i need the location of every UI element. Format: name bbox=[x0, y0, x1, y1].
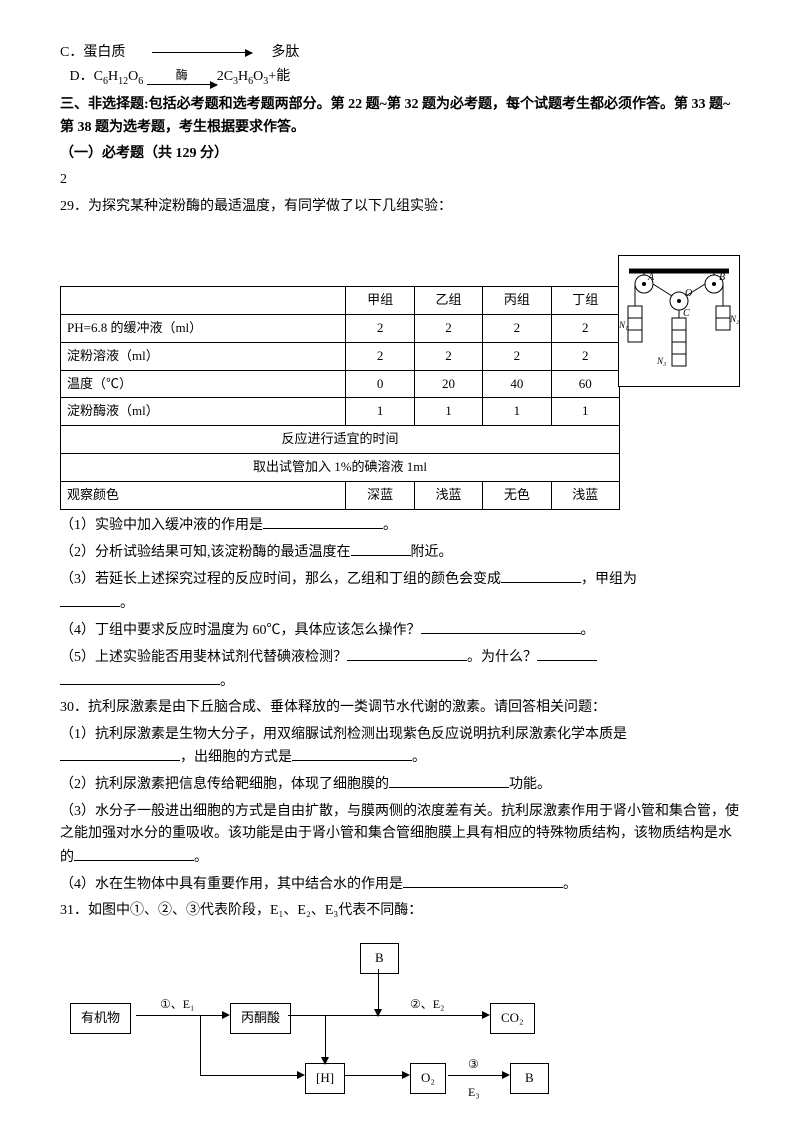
blank-field[interactable] bbox=[292, 746, 412, 761]
table-row: 淀粉溶液（ml）2222 bbox=[61, 342, 620, 370]
q30-3: （3）水分子一般进出细胞的方式是自由扩散，与膜两侧的浓度差有关。抗利尿激素作用于… bbox=[60, 801, 740, 869]
blank-field[interactable] bbox=[347, 646, 467, 661]
blank-field[interactable] bbox=[60, 670, 220, 685]
option-c: C．蛋白质 多肽 bbox=[60, 42, 740, 64]
svg-text:O: O bbox=[685, 288, 692, 299]
table-header-row: 甲组 乙组 丙组 丁组 bbox=[61, 287, 620, 315]
label-2: ②、E₂ bbox=[410, 995, 444, 1014]
option-d: D．C6H12O6 酶 2C3H6O3+能 bbox=[60, 66, 740, 90]
box-pyruvate: 丙酮酸 bbox=[230, 1003, 291, 1034]
q29-4: （4）丁组中要求反应时温度为 60℃，具体应该怎么操作？。 bbox=[60, 619, 740, 642]
label-3: ③ bbox=[468, 1055, 479, 1074]
q30-1: （1）抗利尿激素是生物大分子，用双缩脲试剂检测出现紫色反应说明抗利尿激素化学本质… bbox=[60, 724, 740, 770]
table-row: 观察颜色深蓝浅蓝无色浅蓝 bbox=[61, 481, 620, 509]
svg-text:N₂: N₂ bbox=[729, 314, 739, 324]
q29-2: （2）分析试验结果可知,该淀粉酶的最适温度在附近。 bbox=[60, 541, 740, 564]
svg-text:B: B bbox=[719, 272, 725, 283]
section-3-heading: 三、非选择题:包括必考题和选考题两部分。第 22 题~第 32 题为必考题，每个… bbox=[60, 94, 740, 139]
arrow-icon bbox=[152, 52, 252, 53]
blank-field[interactable] bbox=[389, 773, 509, 788]
enzyme-arrow: 酶 bbox=[147, 68, 217, 87]
label-e3: E₃ bbox=[468, 1083, 480, 1102]
table-row: 淀粉酶液（ml）1111 bbox=[61, 398, 620, 426]
option-c-right: 多肽 bbox=[271, 45, 299, 60]
svg-text:N₃: N₃ bbox=[656, 356, 666, 366]
label-1: ①、E₁ bbox=[160, 995, 194, 1014]
q29-1: （1）实验中加入缓冲液的作用是。 bbox=[60, 514, 740, 537]
blank-field[interactable] bbox=[60, 592, 120, 607]
table-row: PH=6.8 的缓冲液（ml）2222 bbox=[61, 314, 620, 342]
box-b-top: B bbox=[360, 943, 399, 974]
option-d-right: 2C3H6O3+能 bbox=[217, 69, 291, 84]
blank-field[interactable] bbox=[403, 873, 563, 888]
blank-field[interactable] bbox=[537, 646, 597, 661]
box-co2: CO₂ bbox=[490, 1003, 535, 1034]
box-h: [H] bbox=[305, 1063, 345, 1094]
table-span-row: 取出试管加入 1%的碘溶液 1ml bbox=[61, 453, 620, 481]
box-b-right: B bbox=[510, 1063, 549, 1094]
blank-field[interactable] bbox=[74, 846, 194, 861]
q30-stem: 30．抗利尿激素是由下丘脑合成、垂体释放的一类调节水代谢的激素。请回答相关问题： bbox=[60, 697, 740, 719]
option-c-left: C．蛋白质 bbox=[60, 45, 125, 60]
blank-field[interactable] bbox=[501, 568, 581, 583]
box-organic: 有机物 bbox=[70, 1003, 131, 1034]
q31-stem: 31．如图中①、②、③代表阶段，E₁、E₂、E₃代表不同酶： bbox=[60, 900, 740, 922]
svg-text:N₁: N₁ bbox=[619, 320, 628, 330]
flowchart-diagram: 有机物 丙酮酸 B CO₂ [H] O₂ B ①、E₁ ②、E₂ ③ E₃ bbox=[60, 933, 620, 1093]
marker-2: 2 bbox=[60, 169, 740, 191]
pulley-diagram: A B O C N₁ N₂ N₃ bbox=[618, 255, 740, 387]
blank-field[interactable] bbox=[351, 541, 411, 556]
q29-5: （5）上述实验能否用斐林试剂代替碘液检测？。为什么？。 bbox=[60, 646, 740, 693]
blank-field[interactable] bbox=[263, 514, 383, 529]
svg-text:A: A bbox=[647, 272, 655, 283]
section-3-sub: （一）必考题（共 129 分） bbox=[60, 143, 740, 165]
box-o2: O₂ bbox=[410, 1063, 446, 1094]
blank-field[interactable] bbox=[60, 746, 180, 761]
table-span-row: 反应进行适宜的时间 bbox=[61, 426, 620, 454]
svg-text:C: C bbox=[683, 308, 690, 319]
q29-stem: 29．为探究某种淀粉酶的最适温度，有同学做了以下几组实验： bbox=[60, 196, 740, 218]
q30-2: （2）抗利尿激素把信息传给靶细胞，体现了细胞膜的功能。 bbox=[60, 773, 740, 796]
experiment-table: 甲组 乙组 丙组 丁组 PH=6.8 的缓冲液（ml）2222 淀粉溶液（ml）… bbox=[60, 286, 620, 509]
q30-4: （4）水在生物体中具有重要作用，其中结合水的作用是。 bbox=[60, 873, 740, 896]
option-d-left: D．C6H12O6 bbox=[70, 69, 144, 84]
q29-3: （3）若延长上述探究过程的反应时间，那么，乙组和丁组的颜色会变成，甲组为。 bbox=[60, 568, 740, 615]
table-row: 温度（℃）0204060 bbox=[61, 370, 620, 398]
blank-field[interactable] bbox=[421, 619, 581, 634]
